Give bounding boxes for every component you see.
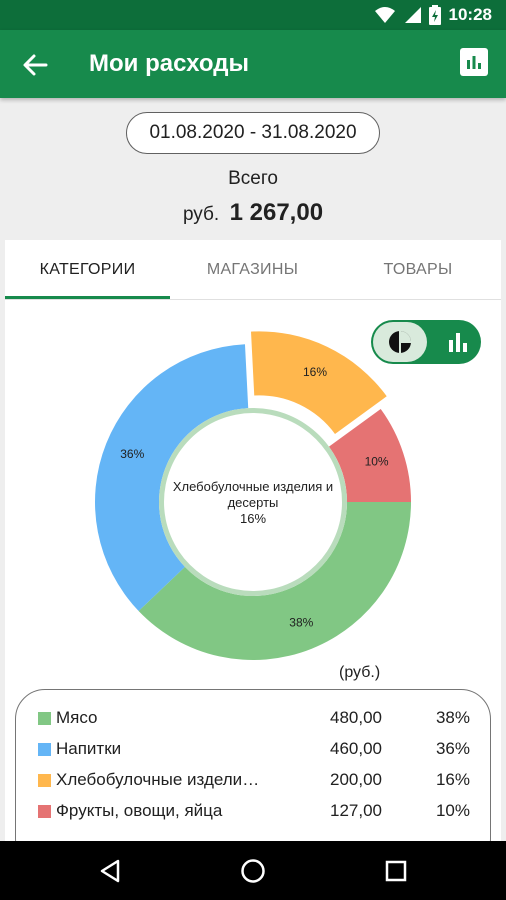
tab-products[interactable]: ТОВАРЫ [383, 261, 453, 278]
legend-row[interactable]: Хлебобулочные изделия и десерты 200,00 1… [16, 764, 492, 794]
legend-percent: 16% [435, 770, 470, 789]
center-label-percent: 16% [240, 511, 266, 526]
slice-label: 10% [365, 455, 389, 469]
legend-value: 200,00 [330, 770, 382, 789]
app-bar: Мои расходы [0, 30, 506, 98]
donut-slice[interactable] [95, 344, 249, 611]
signal-icon [404, 7, 421, 23]
center-label-line1: Хлебобулочные изделия и [173, 479, 333, 494]
back-arrow-icon[interactable] [20, 50, 50, 80]
date-range-selector[interactable]: 01.08.2020 - 31.08.2020 [126, 112, 380, 154]
legend-percent: 10% [435, 801, 470, 820]
legend-name: Фрукты, овощи, яйца [56, 801, 223, 820]
back-icon[interactable] [96, 857, 124, 885]
home-icon[interactable] [239, 857, 267, 885]
legend-percent: 36% [435, 739, 470, 758]
legend-row[interactable]: Мясо 480,00 38% [16, 702, 492, 732]
legend-name: Мясо [56, 708, 98, 727]
legend-name: Напитки [56, 739, 122, 758]
statistics-button[interactable] [460, 48, 488, 76]
donut-slice[interactable] [138, 502, 411, 660]
bar-chart-icon[interactable] [446, 330, 470, 354]
status-bar: 10:28 [0, 0, 506, 30]
donut-chart: 38% 36% 16% 10% Хлебобулочные изделия и дес… [95, 331, 411, 660]
chart-type-toggle[interactable] [371, 320, 481, 364]
legend-name: Хлебобулочные изделия и десерты [56, 770, 266, 789]
legend-swatch [38, 774, 51, 787]
wifi-icon [374, 7, 395, 23]
status-icons: 10:28 [374, 4, 492, 26]
tab-bar: КАТЕГОРИИ МАГАЗИНЫ ТОВАРЫ [5, 240, 501, 300]
recents-icon[interactable] [382, 857, 410, 885]
pie-chart-icon[interactable] [388, 330, 412, 354]
donut-hole [164, 413, 342, 591]
legend-swatch [38, 805, 51, 818]
legend-row[interactable]: Фрукты, овощи, яйца 127,00 10% [16, 795, 492, 825]
system-nav-bar [0, 841, 506, 900]
legend-value: 480,00 [330, 708, 382, 727]
legend-percent: 38% [435, 708, 470, 727]
legend-swatch [38, 743, 51, 756]
bar-chart-icon [467, 56, 481, 69]
status-time: 10:28 [448, 5, 492, 24]
slice-label: 36% [120, 447, 144, 461]
donut-slice[interactable] [250, 331, 387, 434]
slice-label: 16% [303, 365, 327, 379]
total-amount: 1 267,00 [229, 199, 324, 226]
slice-label: 38% [289, 616, 313, 630]
total-currency: руб. [182, 204, 220, 225]
legend-table: Мясо 480,00 38% Напитки 460,00 36% Хлебо… [15, 689, 491, 869]
center-label-line2: десерты [228, 495, 279, 510]
tab-categories[interactable]: КАТЕГОРИИ [39, 261, 136, 278]
total-label: Всего [228, 168, 278, 189]
donut-slice[interactable] [328, 408, 411, 502]
legend-value: 460,00 [330, 739, 382, 758]
tab-stores[interactable]: МАГАЗИНЫ [206, 261, 299, 278]
legend-row[interactable]: Напитки 460,00 36% [16, 733, 492, 763]
battery-icon [428, 5, 441, 25]
tab-indicator [5, 296, 170, 299]
content-card: КАТЕГОРИИ МАГАЗИНЫ ТОВАРЫ 38% 36% 16% 10% Х… [5, 240, 501, 869]
total-row: руб. 1 267,00 [0, 199, 506, 227]
legend-swatch [38, 712, 51, 725]
unit-label: (руб.) [339, 664, 381, 681]
page-title: Мои расходы [89, 50, 249, 77]
legend-value: 127,00 [330, 801, 382, 820]
